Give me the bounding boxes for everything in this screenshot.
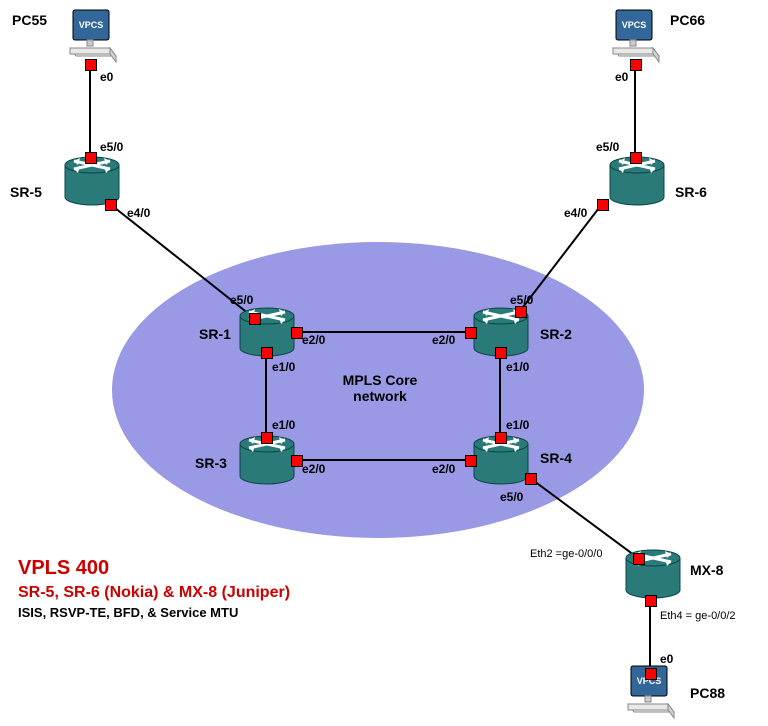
port-dot-PC55_port: [85, 59, 97, 71]
port-dot-SR4_w: [465, 455, 477, 467]
port-dot-SR6_bot: [597, 199, 609, 211]
label-12: e4/0: [127, 206, 150, 220]
label-10: e0: [100, 70, 113, 84]
label-2: PC88: [690, 685, 725, 701]
label-26: e5/0: [500, 490, 523, 504]
port-dot-SR4_se: [525, 473, 537, 485]
port-dot-PC66_port: [630, 59, 642, 71]
label-14: e0: [615, 70, 628, 84]
label-4: SR-6: [675, 184, 707, 200]
label-25: e2/0: [432, 462, 455, 476]
port-dot-SR1_s: [261, 347, 273, 359]
core-network-label: MPLS Core network: [310, 372, 450, 404]
label-27: Eth2 =ge-0/0/0: [530, 548, 602, 560]
port-dot-SR2_s: [495, 347, 507, 359]
label-24: e2/0: [302, 462, 325, 476]
label-22: e1/0: [506, 360, 529, 374]
callout-line-2: ISIS, RSVP-TE, BFD, & Service MTU: [18, 604, 290, 622]
label-6: SR-2: [540, 326, 572, 342]
label-11: e5/0: [100, 140, 123, 154]
label-17: e5/0: [510, 293, 533, 307]
port-dot-SR2_w: [465, 327, 477, 339]
port-dot-SR6_top: [630, 152, 642, 164]
port-dot-MX8_s: [645, 595, 657, 607]
label-1: PC66: [670, 12, 705, 28]
label-20: e1/0: [272, 360, 295, 374]
label-21: e1/0: [272, 418, 295, 432]
callout-block: VPLS 400SR-5, SR-6 (Nokia) & MX-8 (Junip…: [18, 555, 290, 621]
diagram-canvas: VPCSVPCSVPCS PC55PC66PC88SR-5SR-6SR-1SR-…: [0, 0, 768, 726]
port-dot-SR5_top: [85, 152, 97, 164]
label-5: SR-1: [199, 326, 231, 342]
label-0: PC55: [12, 12, 47, 28]
label-16: e4/0: [564, 206, 587, 220]
label-29: e0: [660, 652, 673, 666]
port-dot-SR5_bot: [105, 199, 117, 211]
callout-line-1: SR-5, SR-6 (Nokia) & MX-8 (Juniper): [18, 582, 290, 604]
label-7: SR-3: [195, 455, 227, 471]
label-23: e1/0: [506, 418, 529, 432]
port-dot-SR2_ne: [515, 306, 527, 318]
label-28: Eth4 = ge-0/0/2: [660, 610, 736, 622]
label-8: SR-4: [540, 450, 572, 466]
label-3: SR-5: [10, 184, 42, 200]
label-9: MX-8: [690, 562, 723, 578]
port-dot-MX8_nw: [633, 553, 645, 565]
label-19: e2/0: [432, 333, 455, 347]
callout-line-0: VPLS 400: [18, 555, 290, 582]
port-dot-PC88_port: [645, 668, 657, 680]
label-18: e2/0: [302, 333, 325, 347]
port-dot-SR1_nw: [249, 313, 261, 325]
label-layer: PC55 PC66 PC88 SR-5 SR-6 SR-1 SR-2 SR-3 SR-4 MX-8…: [0, 0, 768, 726]
port-dot-SR4_n: [495, 432, 507, 444]
label-13: e5/0: [230, 293, 253, 307]
label-15: e5/0: [596, 140, 619, 154]
port-dot-SR3_n: [261, 432, 273, 444]
